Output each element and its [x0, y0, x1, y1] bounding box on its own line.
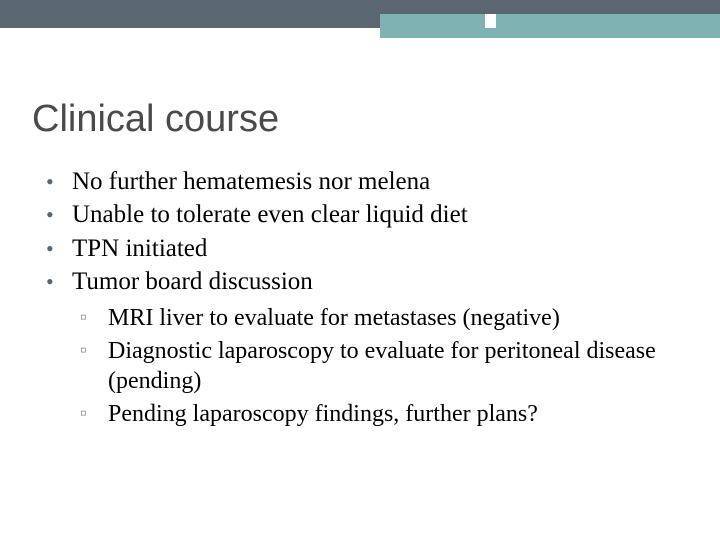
sub-bullet-icon: ▫	[80, 303, 108, 330]
sub-bullet-icon: ▫	[80, 399, 108, 426]
bullet-icon: •	[46, 199, 72, 229]
list-item-text: Unable to tolerate even clear liquid die…	[72, 199, 678, 230]
header-accent-1	[380, 14, 485, 28]
bullet-icon: •	[46, 233, 72, 263]
list-item: • Unable to tolerate even clear liquid d…	[46, 199, 678, 230]
list-item-text: Tumor board discussion	[72, 266, 678, 297]
sub-list: ▫ MRI liver to evaluate for metastases (…	[80, 303, 678, 430]
sub-bullet-icon: ▫	[80, 336, 108, 363]
list-item-text: TPN initiated	[72, 233, 678, 264]
list-item: • TPN initiated	[46, 233, 678, 264]
header-accent-2	[496, 14, 720, 28]
sub-list-item-text: MRI liver to evaluate for metastases (ne…	[108, 303, 678, 334]
sub-list-item: ▫ Diagnostic laparoscopy to evaluate for…	[80, 336, 678, 397]
header-accent-3	[380, 28, 720, 38]
list-item: • Tumor board discussion	[46, 266, 678, 297]
list-item: • No further hematemesis nor melena	[46, 166, 678, 197]
bullet-icon: •	[46, 266, 72, 296]
sub-list-item: ▫ Pending laparoscopy findings, further …	[80, 399, 678, 430]
slide: Clinical course • No further hematemesis…	[0, 0, 720, 540]
bullet-icon: •	[46, 166, 72, 196]
list-item-text: No further hematemesis nor melena	[72, 166, 678, 197]
sub-list-item-text: Diagnostic laparoscopy to evaluate for p…	[108, 336, 678, 397]
slide-title: Clinical course	[32, 98, 279, 141]
slide-body: • No further hematemesis nor melena • Un…	[46, 166, 678, 432]
header-gap-1	[485, 14, 496, 28]
sub-list-item: ▫ MRI liver to evaluate for metastases (…	[80, 303, 678, 334]
sub-list-item-text: Pending laparoscopy findings, further pl…	[108, 399, 678, 430]
